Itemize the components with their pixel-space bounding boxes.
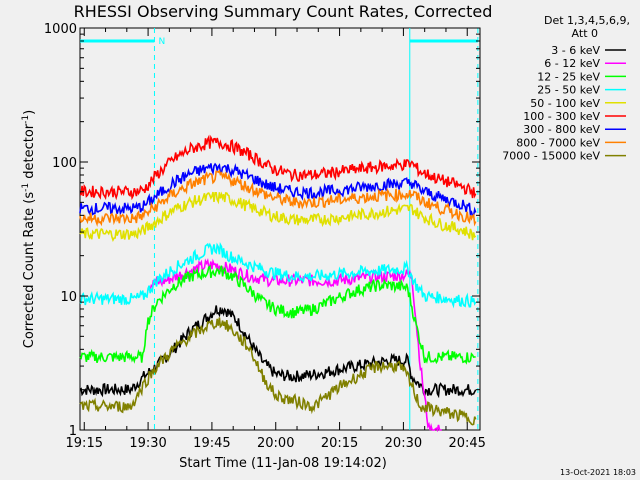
- y-tick-label-1: 10: [60, 290, 77, 305]
- legend-label-1: 6 - 12 keV: [544, 57, 600, 70]
- x-tick-label-2: 19:45: [193, 436, 230, 451]
- axis-ticks: 19:15 19:30 19:45 20:00 20:15 20:30 20:45 1 10 10…: [44, 22, 486, 451]
- legend-label-4: 50 - 100 keV: [530, 97, 600, 110]
- legend-header-attenuator: Att 0: [572, 27, 598, 40]
- y-tick-label-2: 100: [52, 156, 77, 171]
- footer-date: 13-Oct-2021 18:03: [560, 468, 636, 477]
- series-line-5: [79, 134, 477, 201]
- series-line-7: [79, 169, 477, 227]
- series-line-4: [79, 191, 477, 243]
- legend-label-8: 7000 - 15000 keV: [502, 150, 600, 163]
- legend-label-3: 25 - 50 keV: [537, 84, 600, 97]
- legend-label-7: 800 - 7000 keV: [516, 136, 600, 149]
- series-line-2: [79, 264, 476, 365]
- legend-label-0: 3 - 6 keV: [551, 44, 600, 57]
- series-line-0: [79, 305, 477, 399]
- y-axis-label: Corrected Count Rate (s-1 detector-1): [21, 110, 37, 348]
- x-tick-label-1: 19:30: [129, 436, 166, 451]
- chart-title: RHESSI Observing Summary Count Rates, Co…: [74, 2, 493, 21]
- legend-label-2: 12 - 25 keV: [537, 70, 600, 83]
- x-tick-label-3: 20:00: [257, 436, 294, 451]
- plot-frame: [79, 27, 481, 431]
- night-interval-markers: N: [80, 28, 479, 430]
- x-tick-label-0: 19:15: [66, 436, 103, 451]
- y-tick-label-3: 1000: [44, 22, 77, 37]
- legend-label-5: 100 - 300 keV: [523, 110, 600, 123]
- x-tick-label-6: 20:45: [448, 436, 485, 451]
- series-line-8: [79, 317, 477, 426]
- series-line-3: [79, 241, 477, 309]
- y-tick-label-0: 1: [69, 424, 77, 439]
- series-lines: [79, 134, 477, 433]
- x-tick-label-4: 20:15: [321, 436, 358, 451]
- x-axis-label: Start Time (11-Jan-08 19:14:02): [179, 456, 387, 471]
- x-tick-label-5: 20:30: [385, 436, 422, 451]
- legend-header-detectors: Det 1,3,4,5,6,9,: [544, 14, 630, 27]
- plot-area: N 19:15 19:30 19:45 20:00 20:15 20:30 20:45 1 10…: [44, 22, 486, 451]
- series-line-6: [79, 162, 477, 218]
- attenuator-marker-label: N: [158, 37, 165, 47]
- legend-label-6: 300 - 800 keV: [523, 123, 600, 136]
